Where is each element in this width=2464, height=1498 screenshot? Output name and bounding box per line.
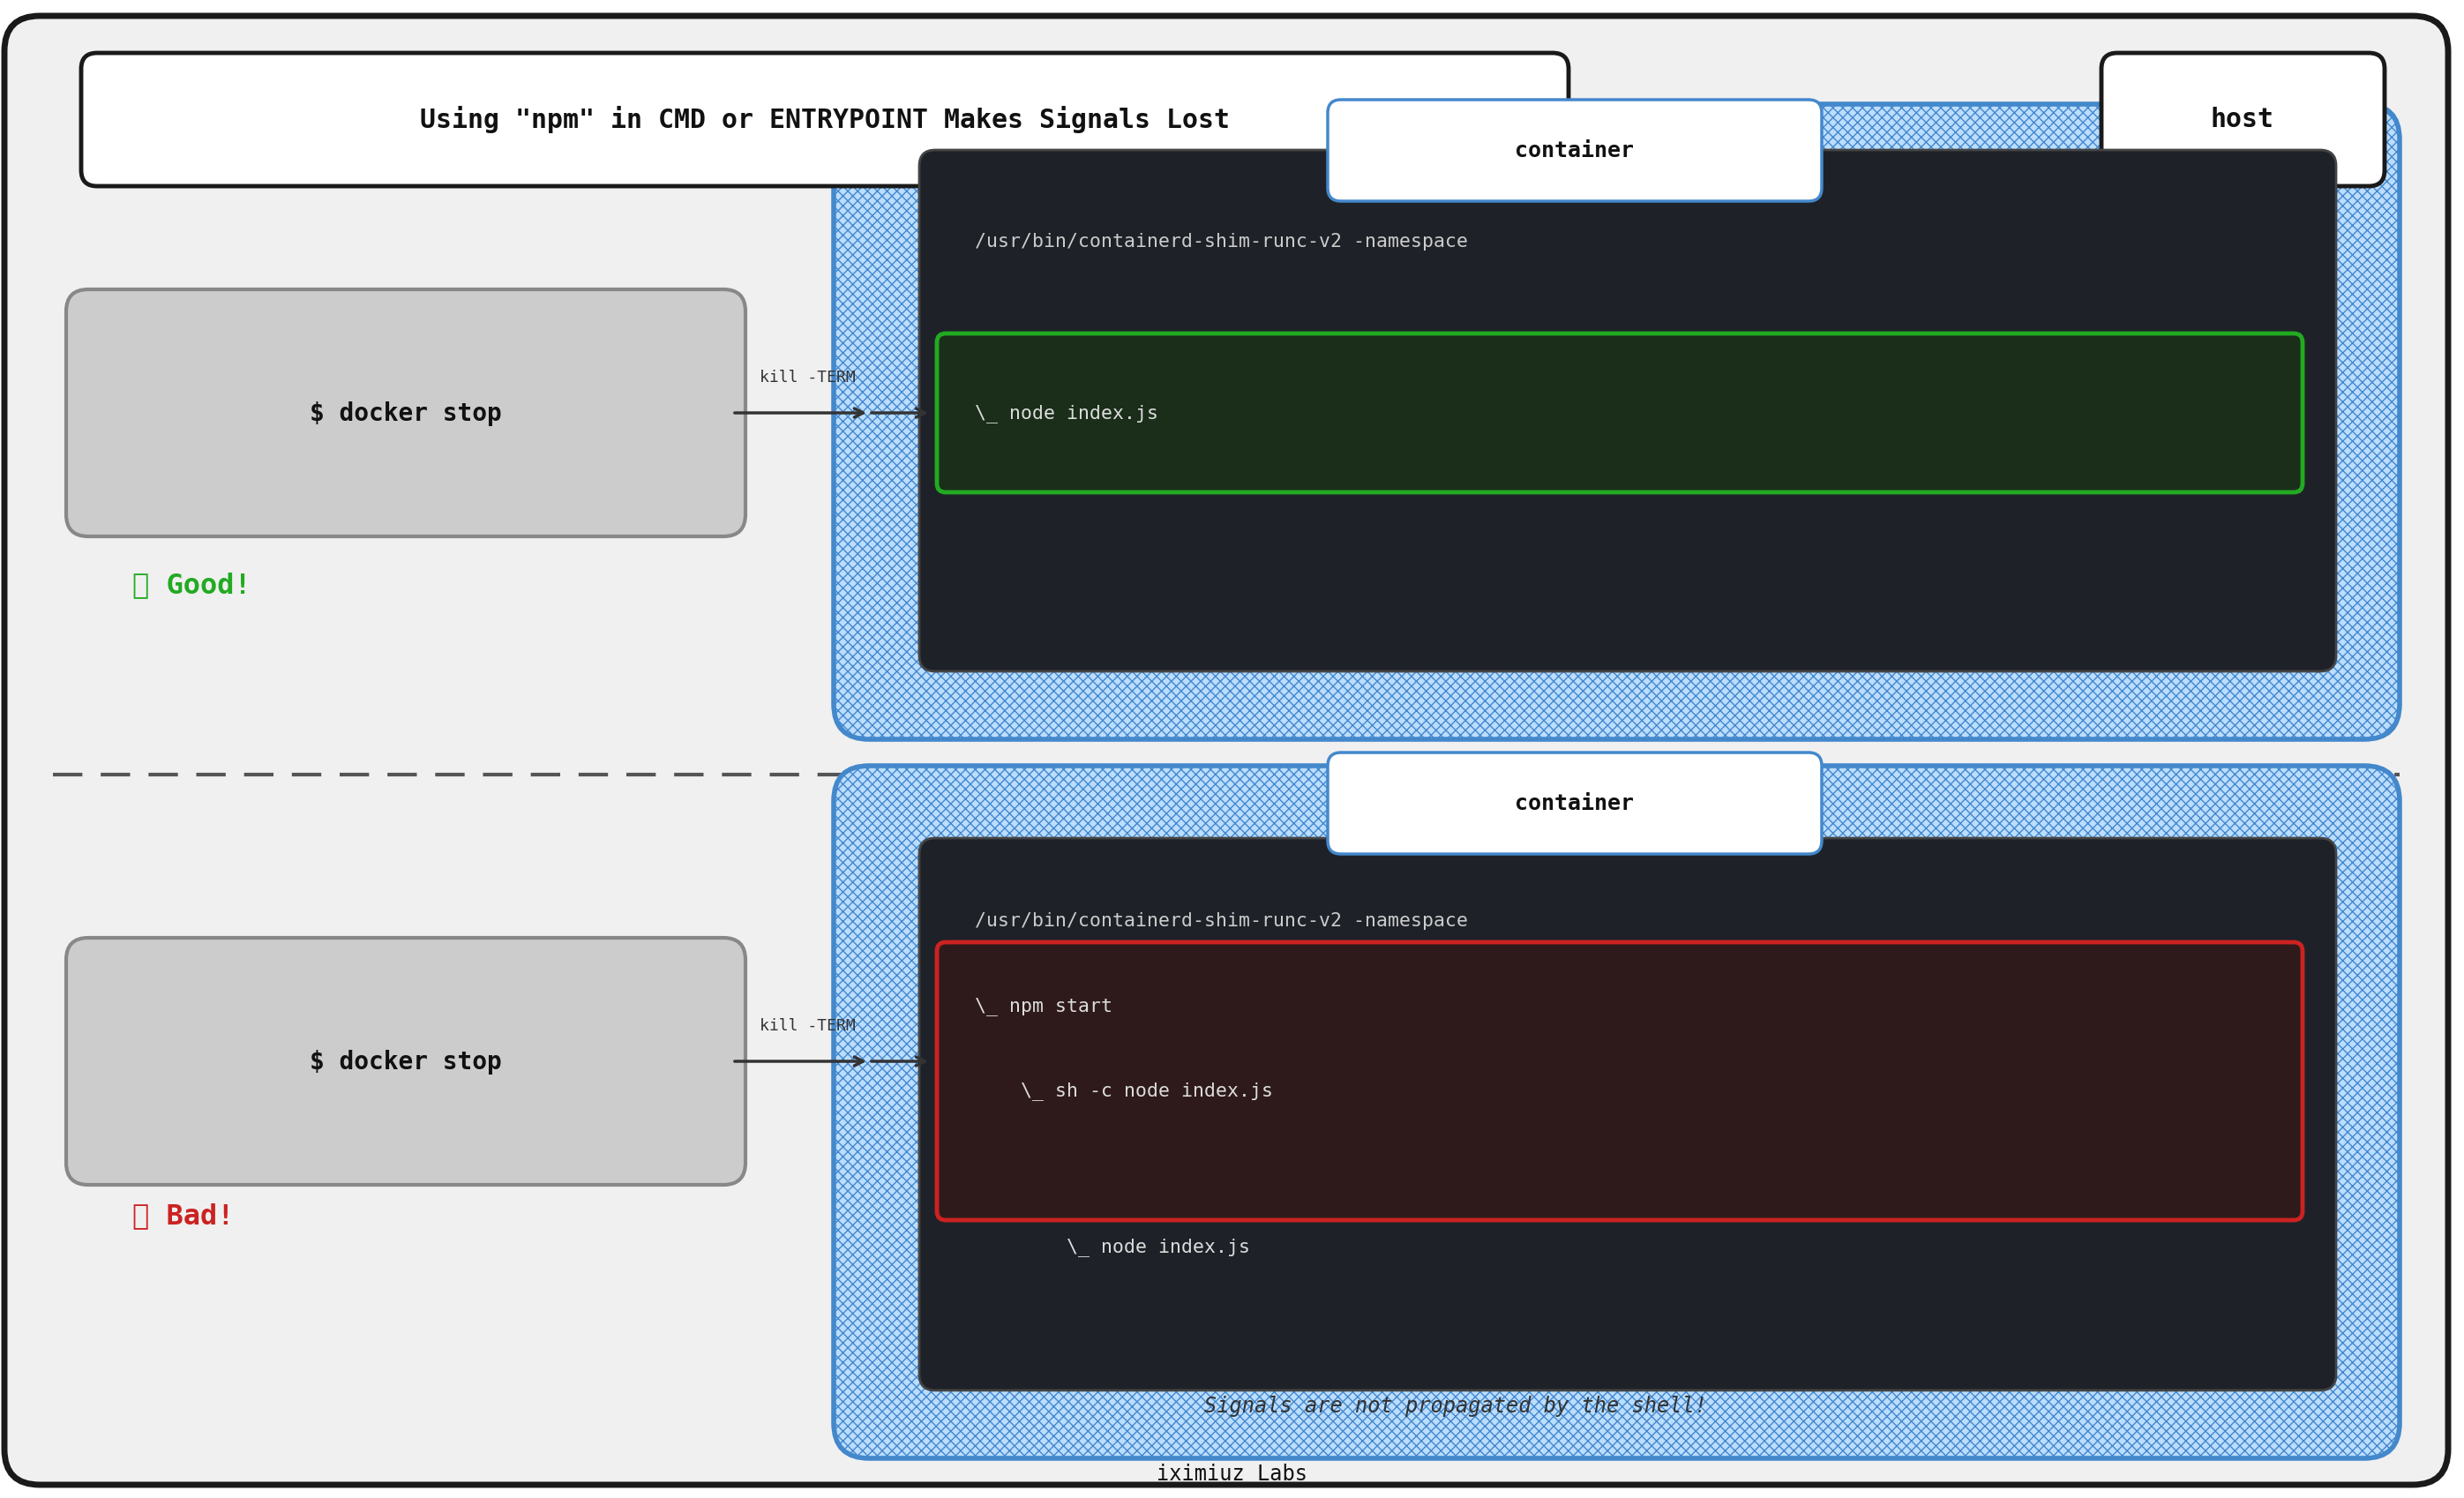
FancyBboxPatch shape (67, 938, 747, 1185)
FancyBboxPatch shape (5, 16, 2449, 1485)
FancyBboxPatch shape (2102, 54, 2385, 187)
Text: kill -TERM: kill -TERM (759, 370, 855, 385)
Text: \_ npm start: \_ npm start (976, 996, 1111, 1016)
Text: kill -TERM: kill -TERM (759, 1017, 855, 1034)
Text: \_ node index.js: \_ node index.js (976, 404, 1158, 422)
Text: \_ node index.js: \_ node index.js (976, 1237, 1249, 1255)
Text: ❌ Bad!: ❌ Bad! (133, 1203, 234, 1230)
FancyBboxPatch shape (919, 151, 2336, 671)
FancyBboxPatch shape (936, 334, 2301, 493)
Text: /usr/bin/containerd-shim-runc-v2 -namespace: /usr/bin/containerd-shim-runc-v2 -namesp… (976, 232, 1469, 250)
Text: Using "npm" in CMD or ENTRYPOINT Makes Signals Lost: Using "npm" in CMD or ENTRYPOINT Makes S… (419, 106, 1230, 133)
Text: container: container (1515, 141, 1634, 162)
Text: /usr/bin/containerd-shim-runc-v2 -namespace: /usr/bin/containerd-shim-runc-v2 -namesp… (976, 912, 1469, 929)
Text: ✅ Good!: ✅ Good! (133, 572, 251, 599)
Text: $ docker stop: $ docker stop (310, 401, 503, 425)
Text: Signals are not propagated by the shell!: Signals are not propagated by the shell! (1205, 1395, 1708, 1416)
FancyBboxPatch shape (833, 765, 2400, 1459)
FancyBboxPatch shape (936, 942, 2301, 1221)
FancyBboxPatch shape (67, 291, 747, 536)
FancyBboxPatch shape (919, 839, 2336, 1390)
Text: $ docker stop: $ docker stop (310, 1049, 503, 1074)
Text: container: container (1515, 792, 1634, 815)
Text: iximiuz Labs: iximiuz Labs (1156, 1462, 1308, 1485)
Text: \_ sh -c node index.js: \_ sh -c node index.js (976, 1082, 1274, 1100)
FancyBboxPatch shape (1328, 100, 1821, 202)
FancyBboxPatch shape (833, 105, 2400, 740)
FancyBboxPatch shape (81, 54, 1570, 187)
FancyBboxPatch shape (1328, 753, 1821, 854)
Text: host: host (2210, 108, 2274, 133)
